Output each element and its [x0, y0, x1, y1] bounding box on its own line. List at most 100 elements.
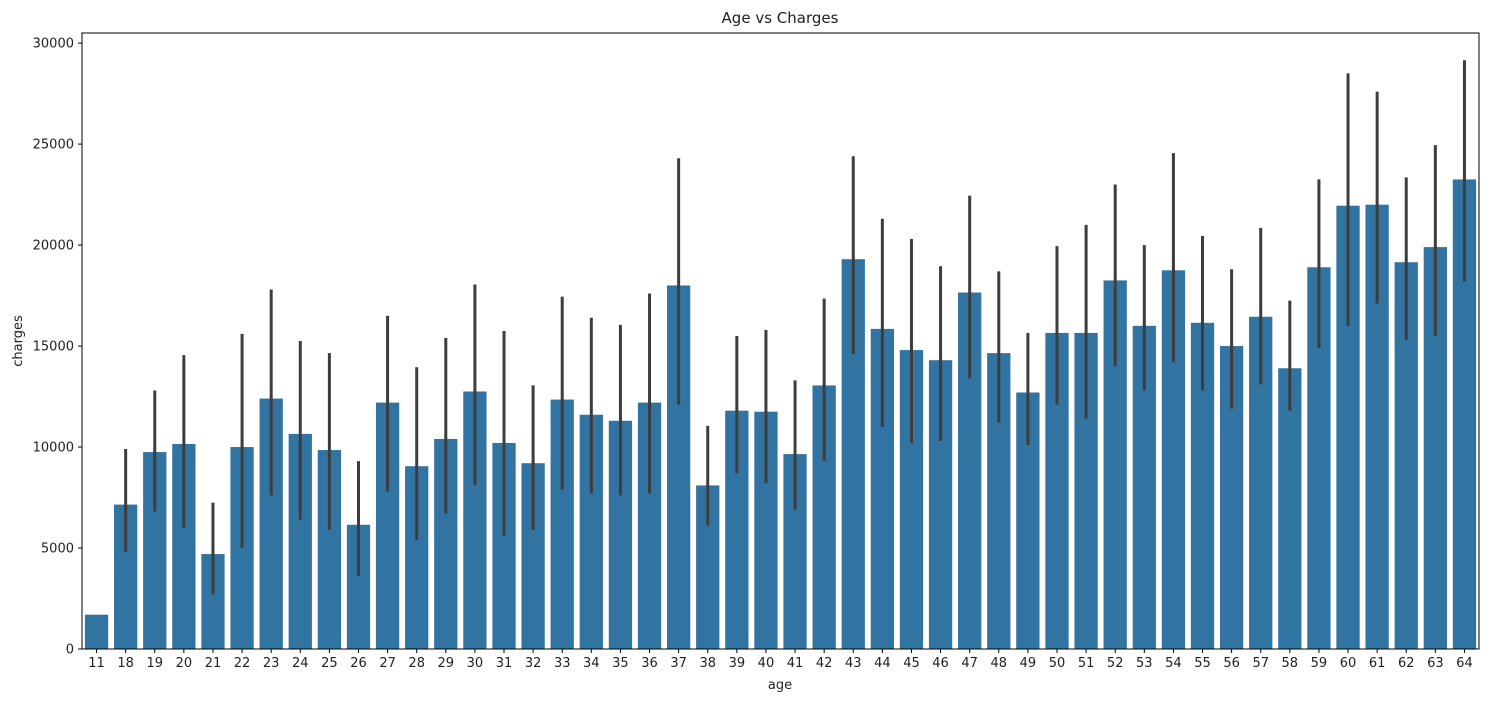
- bar-46: [928, 360, 953, 649]
- x-tick-label-53: 53: [1136, 656, 1153, 671]
- bar-44: [870, 328, 894, 649]
- bar-37: [666, 285, 691, 649]
- bar-57: [1249, 316, 1273, 649]
- bar-54: [1161, 270, 1186, 649]
- bar-50: [1045, 332, 1069, 649]
- bar-42: [812, 385, 836, 649]
- x-tick-label-37: 37: [670, 656, 687, 671]
- bar-29: [434, 438, 458, 649]
- x-tick-label-55: 55: [1194, 656, 1211, 671]
- x-tick-label-52: 52: [1107, 656, 1124, 671]
- bar-62: [1394, 262, 1418, 649]
- x-tick-label-63: 63: [1427, 656, 1444, 671]
- bar-53: [1132, 325, 1156, 649]
- x-tick-label-29: 29: [438, 656, 455, 671]
- bar-35: [608, 420, 633, 649]
- x-tick-label-45: 45: [903, 656, 920, 671]
- y-tick-label-0: 0: [66, 643, 74, 658]
- x-tick-label-42: 42: [816, 656, 833, 671]
- bars-group: [84, 179, 1477, 650]
- bar-48: [987, 353, 1011, 649]
- x-tick-label-31: 31: [496, 656, 513, 671]
- x-tick-label-38: 38: [699, 656, 716, 671]
- x-axis: 11 18 19 20 21 22 23 24 25 26 27 28 29 30 31 32 33 34 35 36…: [88, 649, 1473, 671]
- x-tick-label-25: 25: [321, 656, 338, 671]
- bar-30: [463, 391, 487, 649]
- bar-20: [172, 444, 196, 649]
- bar-64: [1452, 179, 1477, 649]
- bar-28: [405, 466, 429, 649]
- plot-frame: [81, 32, 1480, 650]
- x-tick-label-27: 27: [379, 656, 396, 671]
- bar-59: [1307, 267, 1331, 649]
- x-tick-label-39: 39: [729, 656, 746, 671]
- x-tick-label-30: 30: [467, 656, 484, 671]
- x-tick-label-43: 43: [845, 656, 862, 671]
- x-tick-label-62: 62: [1398, 656, 1415, 671]
- bar-34: [579, 414, 603, 649]
- bar-52: [1103, 280, 1127, 649]
- x-tick-label-54: 54: [1165, 656, 1182, 671]
- x-tick-label-57: 57: [1252, 656, 1269, 671]
- bar-49: [1016, 392, 1040, 649]
- x-tick-label-18: 18: [117, 656, 134, 671]
- bar-40: [754, 411, 778, 649]
- x-tick-label-36: 36: [641, 656, 658, 671]
- x-tick-label-47: 47: [961, 656, 978, 671]
- x-tick-label-41: 41: [787, 656, 804, 671]
- bar-55: [1190, 322, 1215, 649]
- bar-47: [958, 292, 982, 649]
- x-tick-label-60: 60: [1340, 656, 1357, 671]
- x-tick-label-21: 21: [205, 656, 222, 671]
- chart-title: Age vs Charges: [722, 9, 839, 27]
- y-tick-label-30000: 30000: [33, 37, 74, 52]
- bar-45: [899, 350, 924, 649]
- bar-11: [84, 614, 109, 649]
- bar-24: [288, 433, 312, 649]
- bar-38: [696, 485, 720, 649]
- x-tick-label-44: 44: [874, 656, 891, 671]
- bar-33: [550, 399, 574, 649]
- bar-21: [201, 554, 225, 649]
- bar-26: [346, 524, 371, 649]
- bar-58: [1278, 368, 1302, 649]
- x-axis-title: age: [768, 678, 792, 693]
- x-tick-label-33: 33: [554, 656, 571, 671]
- x-tick-label-50: 50: [1049, 656, 1066, 671]
- x-tick-label-49: 49: [1020, 656, 1037, 671]
- bar-41: [783, 454, 807, 649]
- x-tick-label-24: 24: [292, 656, 309, 671]
- bar-39: [725, 410, 749, 649]
- bar-63: [1423, 247, 1447, 649]
- error-bars-group: [124, 60, 1466, 595]
- bar-36: [637, 402, 662, 649]
- x-tick-label-48: 48: [991, 656, 1008, 671]
- x-tick-label-34: 34: [583, 656, 600, 671]
- bar-51: [1074, 332, 1098, 649]
- y-tick-label-20000: 20000: [33, 239, 74, 254]
- bar-56: [1219, 346, 1244, 649]
- x-tick-label-28: 28: [408, 656, 425, 671]
- y-tick-label-15000: 15000: [33, 340, 74, 355]
- bar-32: [521, 463, 545, 649]
- x-tick-label-20: 20: [176, 656, 193, 671]
- x-tick-label-51: 51: [1078, 656, 1095, 671]
- bar-43: [841, 259, 865, 649]
- x-tick-label-11: 11: [88, 656, 105, 671]
- y-tick-label-5000: 5000: [41, 542, 74, 557]
- x-tick-label-64: 64: [1456, 656, 1473, 671]
- bar-19: [143, 452, 167, 649]
- bar-23: [259, 398, 283, 649]
- x-tick-label-19: 19: [146, 656, 163, 671]
- y-tick-label-10000: 10000: [33, 441, 74, 456]
- x-tick-label-35: 35: [612, 656, 629, 671]
- x-tick-label-40: 40: [758, 656, 775, 671]
- x-tick-label-22: 22: [234, 656, 251, 671]
- x-tick-label-23: 23: [263, 656, 280, 671]
- bar-31: [492, 442, 516, 649]
- x-tick-label-26: 26: [350, 656, 367, 671]
- x-tick-label-46: 46: [932, 656, 949, 671]
- bar-60: [1336, 205, 1360, 649]
- bar-18: [114, 504, 138, 649]
